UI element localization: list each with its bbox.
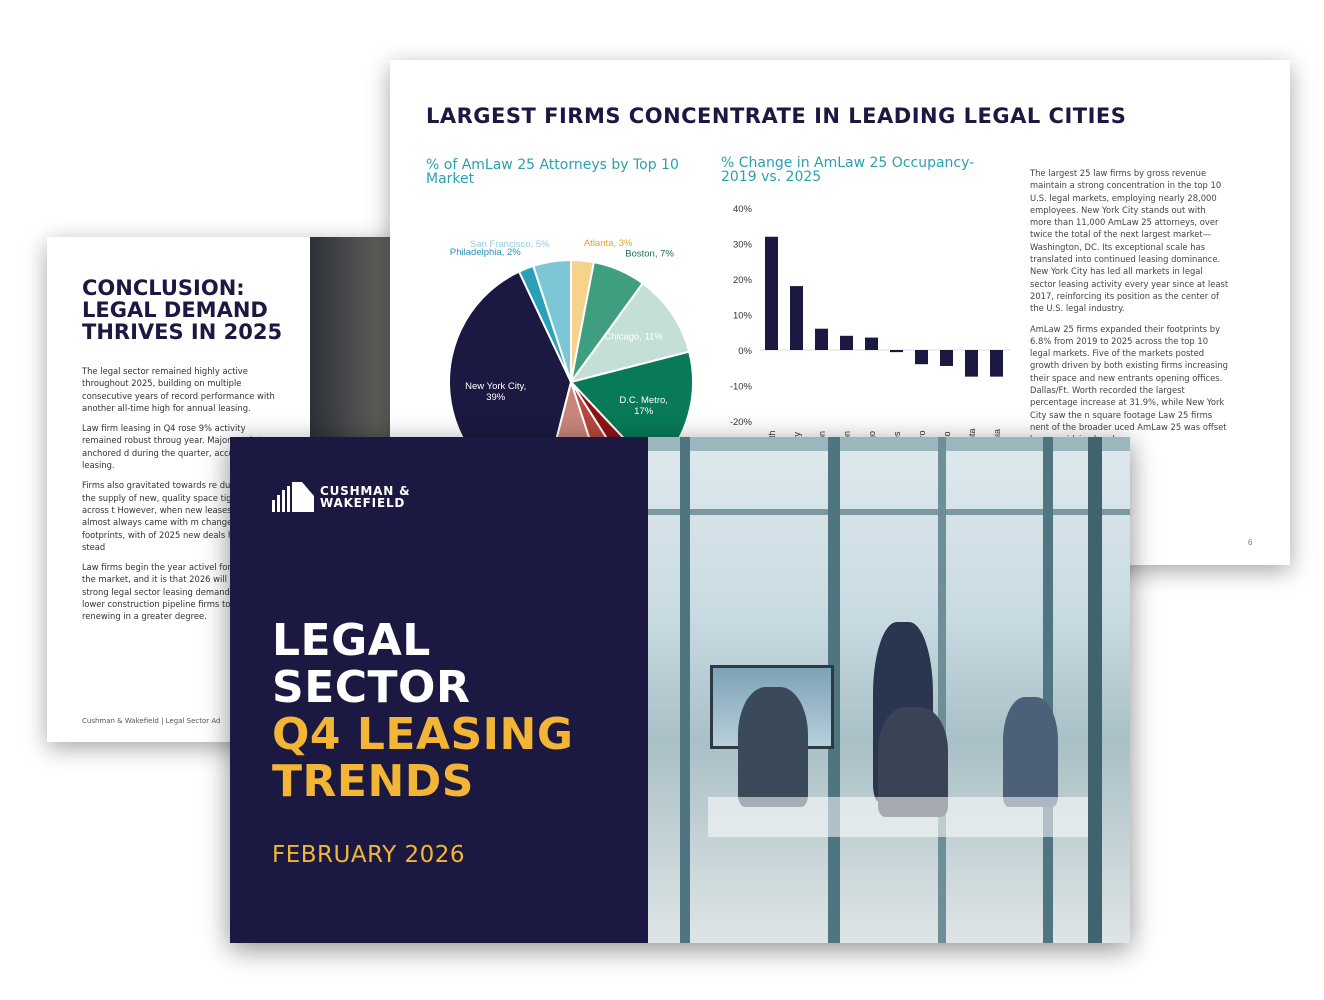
cushman-wakefield-logo: CUSHMAN & WAKEFIELD xyxy=(272,482,410,512)
pie-label: New York City, 39% xyxy=(465,381,526,403)
pie-label: San Francisco, 5% xyxy=(470,239,550,250)
logo-line-2: WAKEFIELD xyxy=(320,496,406,510)
bar xyxy=(865,337,878,350)
bar xyxy=(915,350,928,365)
building-bars-icon xyxy=(272,482,314,512)
pie-chart: Atlanta, 3%Boston, 7% Chicago, 11% D.C. Me… xyxy=(448,238,694,505)
x-tick-label: co xyxy=(942,431,952,441)
x-tick-label: on xyxy=(842,431,852,441)
bar xyxy=(765,236,778,350)
page-heading: LARGEST FIRMS CONCENTRATE IN LEADING LEG… xyxy=(426,104,1127,128)
y-tick-label: 40% xyxy=(733,204,753,215)
pie-label: Philadelphia, 2% xyxy=(450,247,521,258)
pie-label: Boston, 7% xyxy=(625,249,674,260)
title-line: Q4 LEASING xyxy=(272,709,574,760)
paragraph: The largest 25 law firms by gross revenu… xyxy=(1030,168,1229,314)
cover-date: FEBRUARY 2026 xyxy=(272,842,465,868)
page-number: 6 xyxy=(1248,538,1253,547)
x-tick-label: tro xyxy=(917,430,927,441)
bar xyxy=(990,350,1003,377)
paragraph: AmLaw 25 firms expanded their footprints… xyxy=(1030,323,1228,445)
pie-label: D.C. Metro, 17% xyxy=(619,395,668,417)
y-tick-label: 10% xyxy=(733,311,753,322)
y-tick-label: -20% xyxy=(730,417,753,428)
conference-room-photo xyxy=(648,437,1130,943)
title-line: TRENDS xyxy=(272,756,474,807)
x-tick-label: nta xyxy=(967,428,977,441)
title-line: LEGAL xyxy=(272,615,431,666)
cover-panel: CUSHMAN & WAKEFIELD LEGAL SECTOR Q4 LEAS… xyxy=(230,437,648,943)
cover-page: CUSHMAN & WAKEFIELD LEGAL SECTOR Q4 LEAS… xyxy=(230,437,1130,943)
x-tick-label: go xyxy=(867,431,877,441)
page-body: The largest 25 law firms by gross revenu… xyxy=(1030,167,1230,454)
bar xyxy=(815,328,828,350)
paragraph: Firms also gravitated towards re during … xyxy=(82,480,276,552)
bar xyxy=(940,350,953,366)
bar xyxy=(790,286,803,350)
bar xyxy=(840,335,853,350)
x-tick-label: hia xyxy=(992,429,1002,441)
paragraph: Law firm leasing in Q4 rose 9% activity … xyxy=(82,423,279,471)
x-tick-label: es xyxy=(892,431,902,441)
pie-label: Chicago, 11% xyxy=(604,331,663,342)
bar-chart: 40% 30% 20% 10% 0% -10% -20% rth ity on on go es tro c… xyxy=(730,204,1010,442)
y-tick-label: 30% xyxy=(733,240,753,251)
conclusion-heading: CONCLUSION: LEGAL DEMAND THRIVES IN 2025 xyxy=(82,276,283,344)
pie-slice xyxy=(568,281,691,384)
y-tick-label: -10% xyxy=(730,382,753,393)
pie-chart-title: % of AmLaw 25 Attorneys by Top 10 Market xyxy=(426,157,679,187)
page-footer: Cushman & Wakefield | Legal Sector Ad xyxy=(82,717,221,725)
bar xyxy=(965,350,978,377)
bar xyxy=(890,350,903,353)
title-line: SECTOR xyxy=(272,662,471,713)
pie-label: Atlanta, 3% xyxy=(584,238,633,249)
conclusion-body: The legal sector remained highly active … xyxy=(82,365,282,631)
x-tick-label: ity xyxy=(792,432,802,442)
pie-slice xyxy=(532,258,572,383)
paragraph: Law firms begin the year activel for spa… xyxy=(82,562,282,622)
logo-line-1: CUSHMAN & xyxy=(320,484,411,498)
paragraph: The legal sector remained highly active … xyxy=(82,366,275,413)
y-tick-label: 20% xyxy=(733,275,753,286)
y-tick-label: 0% xyxy=(738,346,752,357)
x-tick-label: rth xyxy=(767,430,777,441)
cover-title: LEGAL SECTOR Q4 LEASING TRENDS xyxy=(272,617,573,805)
x-tick-label: on xyxy=(817,431,827,441)
bar-chart-title: % Change in AmLaw 25 Occupancy- 2019 vs.… xyxy=(721,155,975,185)
